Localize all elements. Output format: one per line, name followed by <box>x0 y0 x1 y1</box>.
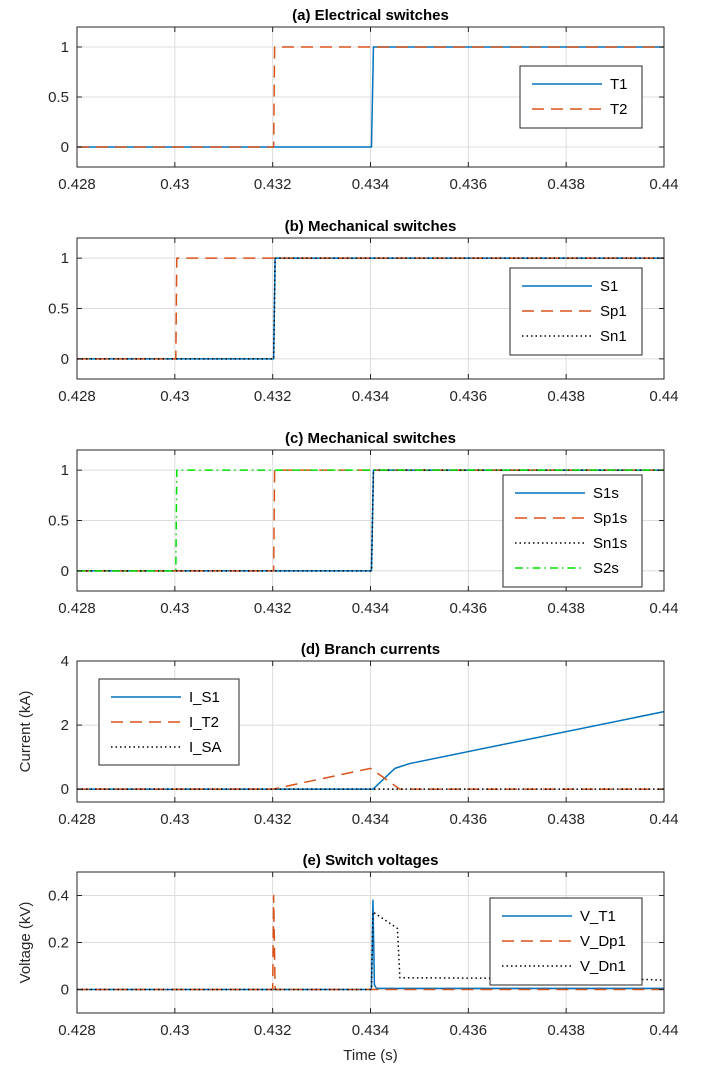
x-axis-label: Time (s) <box>343 1047 397 1064</box>
legend-box <box>502 474 643 588</box>
x-tick-label: 0.428 <box>58 811 96 828</box>
x-tick-label: 0.434 <box>352 600 390 617</box>
panel-title: (a) Electrical switches <box>292 7 449 24</box>
legend-label-v-t1: V_T1 <box>580 908 616 925</box>
y-tick-label: 0 <box>61 781 69 798</box>
y-tick-label: 0.5 <box>48 513 69 530</box>
y-tick-label: 1 <box>61 250 69 267</box>
x-tick-label: 0.43 <box>160 1022 189 1039</box>
series-line-t2 <box>77 46 664 148</box>
legend-box <box>519 65 643 129</box>
x-tick-label: 0.438 <box>547 388 585 405</box>
legend: V_T1 V_Dp1 V_Dn1 <box>489 897 643 986</box>
x-tick-label: 0.428 <box>58 388 96 405</box>
y-tick-label: 4 <box>61 653 69 670</box>
series-line-sn1 <box>77 257 664 360</box>
panel-c: 0.428 0.43 0.432 0.434 0.436 0.438 0.44 0 0.5 1 (c… <box>48 430 678 617</box>
legend-label-i-t2: I_T2 <box>189 714 219 731</box>
x-tick-label: 0.432 <box>254 176 292 193</box>
x-tick-label: 0.43 <box>160 600 189 617</box>
panel-title: (c) Mechanical switches <box>285 430 456 447</box>
legend: S1s Sp1s Sn1s S2s <box>502 474 643 588</box>
y-tick-label: 1 <box>61 462 69 479</box>
panel-title: (b) Mechanical switches <box>285 218 457 235</box>
x-tick-label: 0.438 <box>547 1022 585 1039</box>
x-tick-label: 0.432 <box>254 388 292 405</box>
x-tick-label: 0.44 <box>649 388 678 405</box>
y-tick-label: 0.5 <box>48 89 69 106</box>
x-tick-label: 0.432 <box>254 811 292 828</box>
series-line-sn1s <box>77 469 664 572</box>
x-tick-label: 0.43 <box>160 176 189 193</box>
x-tick-label: 0.434 <box>352 176 390 193</box>
x-tick-label: 0.43 <box>160 388 189 405</box>
legend-label-i-sa: I_SA <box>189 739 222 756</box>
x-tick-label: 0.428 <box>58 600 96 617</box>
series-line-v-dn1 <box>77 911 664 991</box>
x-tick-label: 0.44 <box>649 600 678 617</box>
x-tick-label: 0.438 <box>547 811 585 828</box>
x-tick-label: 0.434 <box>352 1022 390 1039</box>
y-axis-label: Voltage (kV) <box>17 902 34 984</box>
series-line-s2s <box>77 469 664 572</box>
x-tick-label: 0.44 <box>649 176 678 193</box>
y-tick-label: 0.2 <box>48 935 69 952</box>
x-tick-label: 0.436 <box>450 388 488 405</box>
series-line-v-dp1 <box>77 894 664 991</box>
legend-label-sp1: Sp1 <box>600 303 627 320</box>
x-tick-label: 0.436 <box>450 600 488 617</box>
x-tick-label: 0.436 <box>450 176 488 193</box>
y-tick-label: 0.4 <box>48 888 69 905</box>
x-tick-label: 0.436 <box>450 1022 488 1039</box>
x-tick-label: 0.436 <box>450 811 488 828</box>
x-tick-label: 0.434 <box>352 388 390 405</box>
x-tick-label: 0.44 <box>649 1022 678 1039</box>
legend-label-s2s: S2s <box>593 560 619 577</box>
legend-label-sp1s: Sp1s <box>593 510 627 527</box>
series-line-sp1 <box>77 257 664 360</box>
legend-label-i-s1: I_S1 <box>189 689 220 706</box>
panel-title: (d) Branch currents <box>301 641 440 658</box>
x-tick-label: 0.434 <box>352 811 390 828</box>
legend: I_S1 I_T2 I_SA <box>98 678 240 766</box>
legend: S1 Sp1 Sn1 <box>509 267 643 356</box>
legend-label-t1: T1 <box>610 76 628 93</box>
x-tick-label: 0.43 <box>160 811 189 828</box>
legend-label-v-dp1: V_Dp1 <box>580 933 626 950</box>
panel-title: (e) Switch voltages <box>303 852 439 869</box>
y-tick-label: 0 <box>61 139 69 156</box>
legend-label-sn1: Sn1 <box>600 328 627 345</box>
legend-label-t2: T2 <box>610 101 628 118</box>
y-tick-label: 2 <box>61 717 69 734</box>
x-tick-label: 0.432 <box>254 1022 292 1039</box>
legend-label-s1: S1 <box>600 278 618 295</box>
y-tick-label: 0 <box>61 563 69 580</box>
x-tick-label: 0.44 <box>649 811 678 828</box>
y-tick-label: 0.5 <box>48 301 69 318</box>
series-line-sp1s <box>77 469 664 572</box>
x-tick-label: 0.428 <box>58 176 96 193</box>
legend-label-v-dn1: V_Dn1 <box>580 958 626 975</box>
panel-e: 0.428 0.43 0.432 0.434 0.436 0.438 0.44 0 0.2 0.4… <box>17 852 679 1064</box>
y-tick-label: 0 <box>61 982 69 999</box>
legend-label-sn1s: Sn1s <box>593 535 627 552</box>
panel-d: 0.428 0.43 0.432 0.434 0.436 0.438 0.44 0 2 4 (d) … <box>17 641 679 828</box>
y-tick-label: 1 <box>61 39 69 56</box>
y-tick-label: 0 <box>61 351 69 368</box>
panel-b: 0.428 0.43 0.432 0.434 0.436 0.438 0.44 0 0.5 1 (b… <box>48 218 678 405</box>
x-tick-label: 0.432 <box>254 600 292 617</box>
x-tick-label: 0.428 <box>58 1022 96 1039</box>
y-axis-label: Current (kA) <box>17 691 34 773</box>
panel-a: 0.428 0.43 0.432 0.434 0.436 0.438 0.44 0 0.5 1 (a… <box>48 7 678 193</box>
x-tick-label: 0.438 <box>547 600 585 617</box>
legend-label-s1s: S1s <box>593 485 619 502</box>
x-tick-label: 0.438 <box>547 176 585 193</box>
